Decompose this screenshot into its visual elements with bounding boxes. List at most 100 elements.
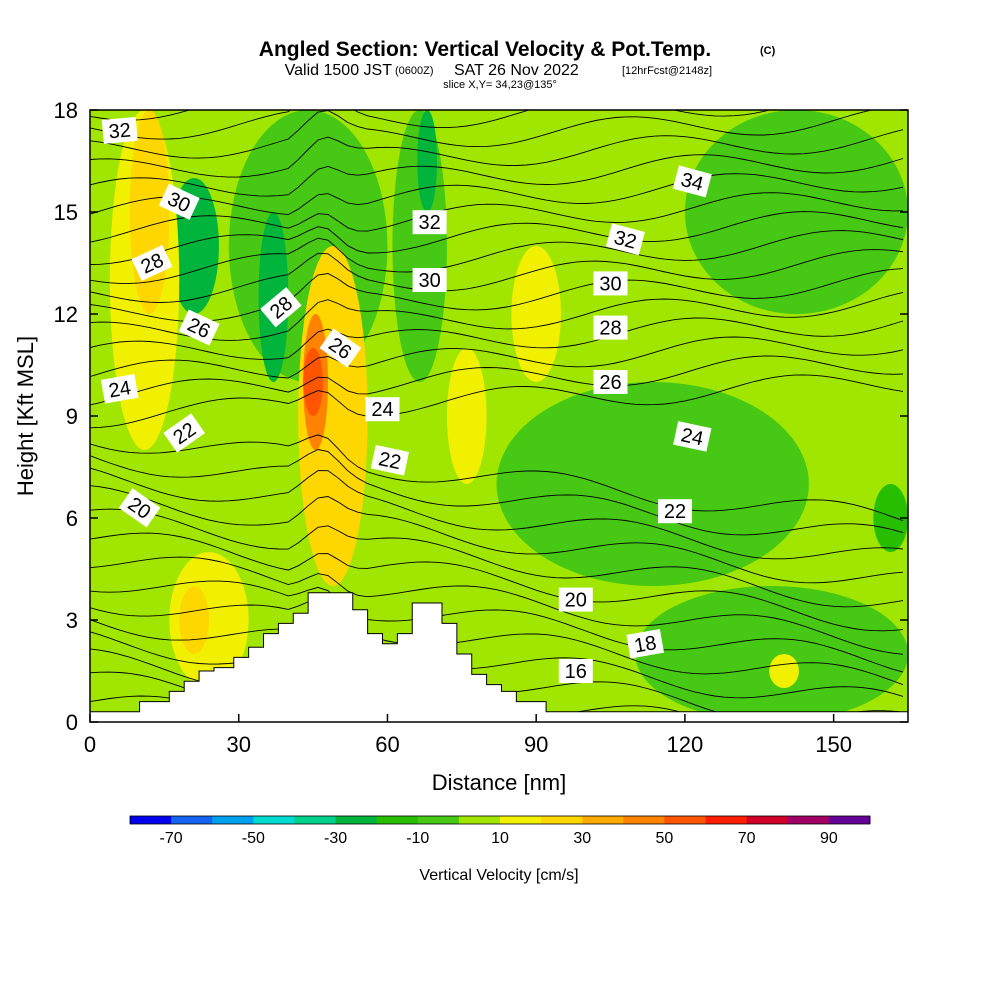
pot-temp-contour: [90, 317, 904, 360]
x-axis: 0 30 60 90 120 150: [84, 714, 852, 757]
y-tick-label: 6: [66, 506, 78, 531]
valid-time-prefix: Valid 1500 JST: [285, 62, 393, 79]
colorbar: [129, 815, 871, 825]
velocity-field: [109, 110, 908, 722]
x-tick-label: 60: [375, 732, 399, 757]
contour-label-text: 22: [664, 501, 686, 523]
x-tick-label: 30: [226, 732, 250, 757]
colorbar-swatch: [294, 816, 337, 824]
contour-label: 32: [605, 223, 645, 256]
contour-label-text: 24: [679, 424, 705, 450]
pot-temp-contour: [90, 485, 904, 584]
velocity-region: [417, 110, 438, 212]
x-tick-label: 0: [84, 732, 96, 757]
contour-label: 28: [593, 315, 628, 340]
pot-temp-contour: [90, 192, 904, 243]
contour-label: 32: [101, 116, 138, 144]
plot-area: 3230282624222028262422323034323028262422…: [54, 98, 909, 757]
colorbar-swatch: [787, 816, 830, 824]
pot-temp-contours: [90, 110, 904, 722]
colorbar-swatch: [376, 816, 419, 824]
y-tick-label: 3: [66, 608, 78, 633]
pot-temp-contour: [90, 580, 904, 673]
colorbar-tick-label: -30: [324, 830, 347, 847]
contour-labels: 3230282624222028262422323034323028262422…: [100, 116, 712, 683]
contour-label: 16: [558, 659, 593, 683]
velocity-region: [303, 348, 324, 416]
pot-temp-contour: [90, 355, 904, 406]
contour-label: 24: [673, 421, 712, 452]
pot-temp-contour: [90, 532, 904, 632]
colorbar-swatch: [500, 816, 542, 824]
colorbar-swatch: [705, 816, 748, 824]
pot-temp-contour: [90, 598, 904, 699]
pot-temp-contour: [90, 434, 904, 522]
colorbar-frame: [129, 815, 871, 825]
pot-temp-contour: [90, 230, 904, 284]
pot-temp-contour: [90, 336, 904, 379]
y-tick-label: 0: [66, 710, 78, 735]
contour-label-text: 32: [108, 119, 132, 143]
x-tick-label: 120: [667, 732, 704, 757]
colorbar-swatch: [171, 816, 213, 824]
colorbar-tick-label: 70: [738, 830, 756, 847]
contour-label-text: 22: [377, 448, 403, 474]
velocity-region: [873, 484, 908, 552]
colorbar-tick-label: 50: [656, 830, 674, 847]
velocity-region: [635, 586, 908, 722]
colorbar-swatch: [335, 816, 378, 824]
pot-temp-contour: [90, 129, 904, 178]
colorbar-swatch: [582, 816, 624, 824]
pot-temp-contour: [90, 556, 904, 655]
pot-temp-contour: [90, 249, 904, 303]
contour-label: 24: [365, 397, 400, 422]
y-tick-label: 18: [54, 98, 78, 123]
copyright-mark: (C): [760, 45, 776, 57]
colorbar-swatch: [541, 816, 583, 824]
utc-time: (0600Z): [395, 65, 434, 77]
pot-temp-contour: [90, 268, 904, 322]
contour-label: 22: [370, 444, 410, 476]
y-axis-title: Height [Kft MSL]: [13, 336, 38, 496]
contour-label: 34: [672, 165, 712, 198]
contour-label: 30: [412, 268, 447, 292]
x-axis-title: Distance [nm]: [432, 770, 567, 795]
contour-label-text: 30: [599, 273, 621, 295]
contour-label-text: 32: [418, 212, 440, 234]
colorbar-swatch: [212, 816, 254, 824]
contour-label-text: 26: [599, 372, 621, 394]
contour-label-text: 30: [418, 270, 440, 292]
contour-label: 24: [100, 374, 139, 404]
contour-label: 26: [593, 370, 628, 394]
forecast-info: [12hrFcst@2148z]: [622, 65, 712, 77]
colorbar-swatch: [130, 816, 172, 824]
chart-title: Angled Section: Vertical Velocity & Pot.…: [259, 38, 711, 61]
colorbar-swatch: [746, 816, 789, 824]
colorbar-tick-label: 10: [491, 830, 509, 847]
pot-temp-contour: [90, 173, 904, 216]
colorbar-swatch: [253, 816, 295, 824]
colorbar-tick-label: 30: [573, 830, 591, 847]
pot-temp-contour: [90, 154, 904, 197]
pot-temp-contour: [90, 449, 904, 536]
velocity-region: [179, 586, 209, 654]
colorbar-swatch: [664, 816, 707, 824]
pot-temp-contour: [90, 374, 904, 429]
velocity-region: [769, 654, 799, 688]
valid-date: SAT 26 Nov 2022: [454, 62, 579, 79]
pot-temp-contour: [90, 508, 904, 608]
y-tick-label: 12: [54, 302, 78, 327]
contour-label-text: 18: [633, 632, 659, 658]
x-tick-label: 90: [524, 732, 548, 757]
pot-temp-contour: [90, 291, 904, 341]
contour-label-text: 24: [371, 399, 393, 421]
colorbar-swatch: [623, 816, 665, 824]
contour-label: 32: [412, 210, 447, 235]
pot-temp-contour: [90, 594, 904, 686]
colorbar-swatch: [417, 816, 460, 824]
contour-label: 20: [558, 587, 593, 612]
contour-label-text: 28: [599, 318, 621, 340]
contour-label-text: 20: [565, 590, 587, 612]
pot-temp-contour: [90, 110, 874, 159]
velocity-region: [511, 246, 561, 382]
